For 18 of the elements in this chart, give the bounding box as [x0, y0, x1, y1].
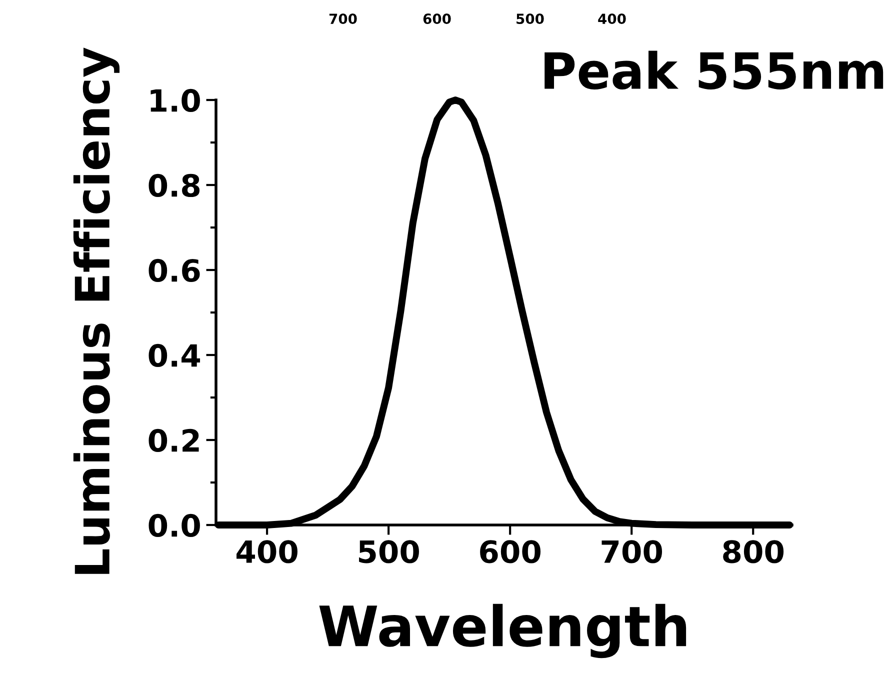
y-tick-label: 0.8 — [148, 174, 200, 198]
y-tick-label: 1.0 — [150, 88, 200, 112]
x-tick-label: 400 — [236, 540, 298, 564]
text: 600 — [423, 14, 451, 24]
y-tick-label: 0.4 — [148, 344, 200, 368]
x-tick-label: 500 — [359, 540, 419, 564]
text: 400 — [598, 14, 626, 24]
x-tick-label: 800 — [723, 540, 784, 564]
x-tick-label: 700 — [602, 540, 662, 564]
y-tick-label: 0.6 — [148, 258, 200, 282]
text: Peak 555nm — [544, 50, 884, 90]
y-tick-label: 0.0 — [148, 514, 200, 538]
y-axis-title: Luminous Efficiency — [73, 48, 120, 574]
x-tick-label: 600 — [480, 540, 541, 564]
x-axis-title: Wavelength — [319, 604, 686, 658]
text: 700 — [329, 14, 357, 24]
text: 500 — [516, 14, 544, 24]
y-tick-label: 0.2 — [148, 428, 199, 452]
